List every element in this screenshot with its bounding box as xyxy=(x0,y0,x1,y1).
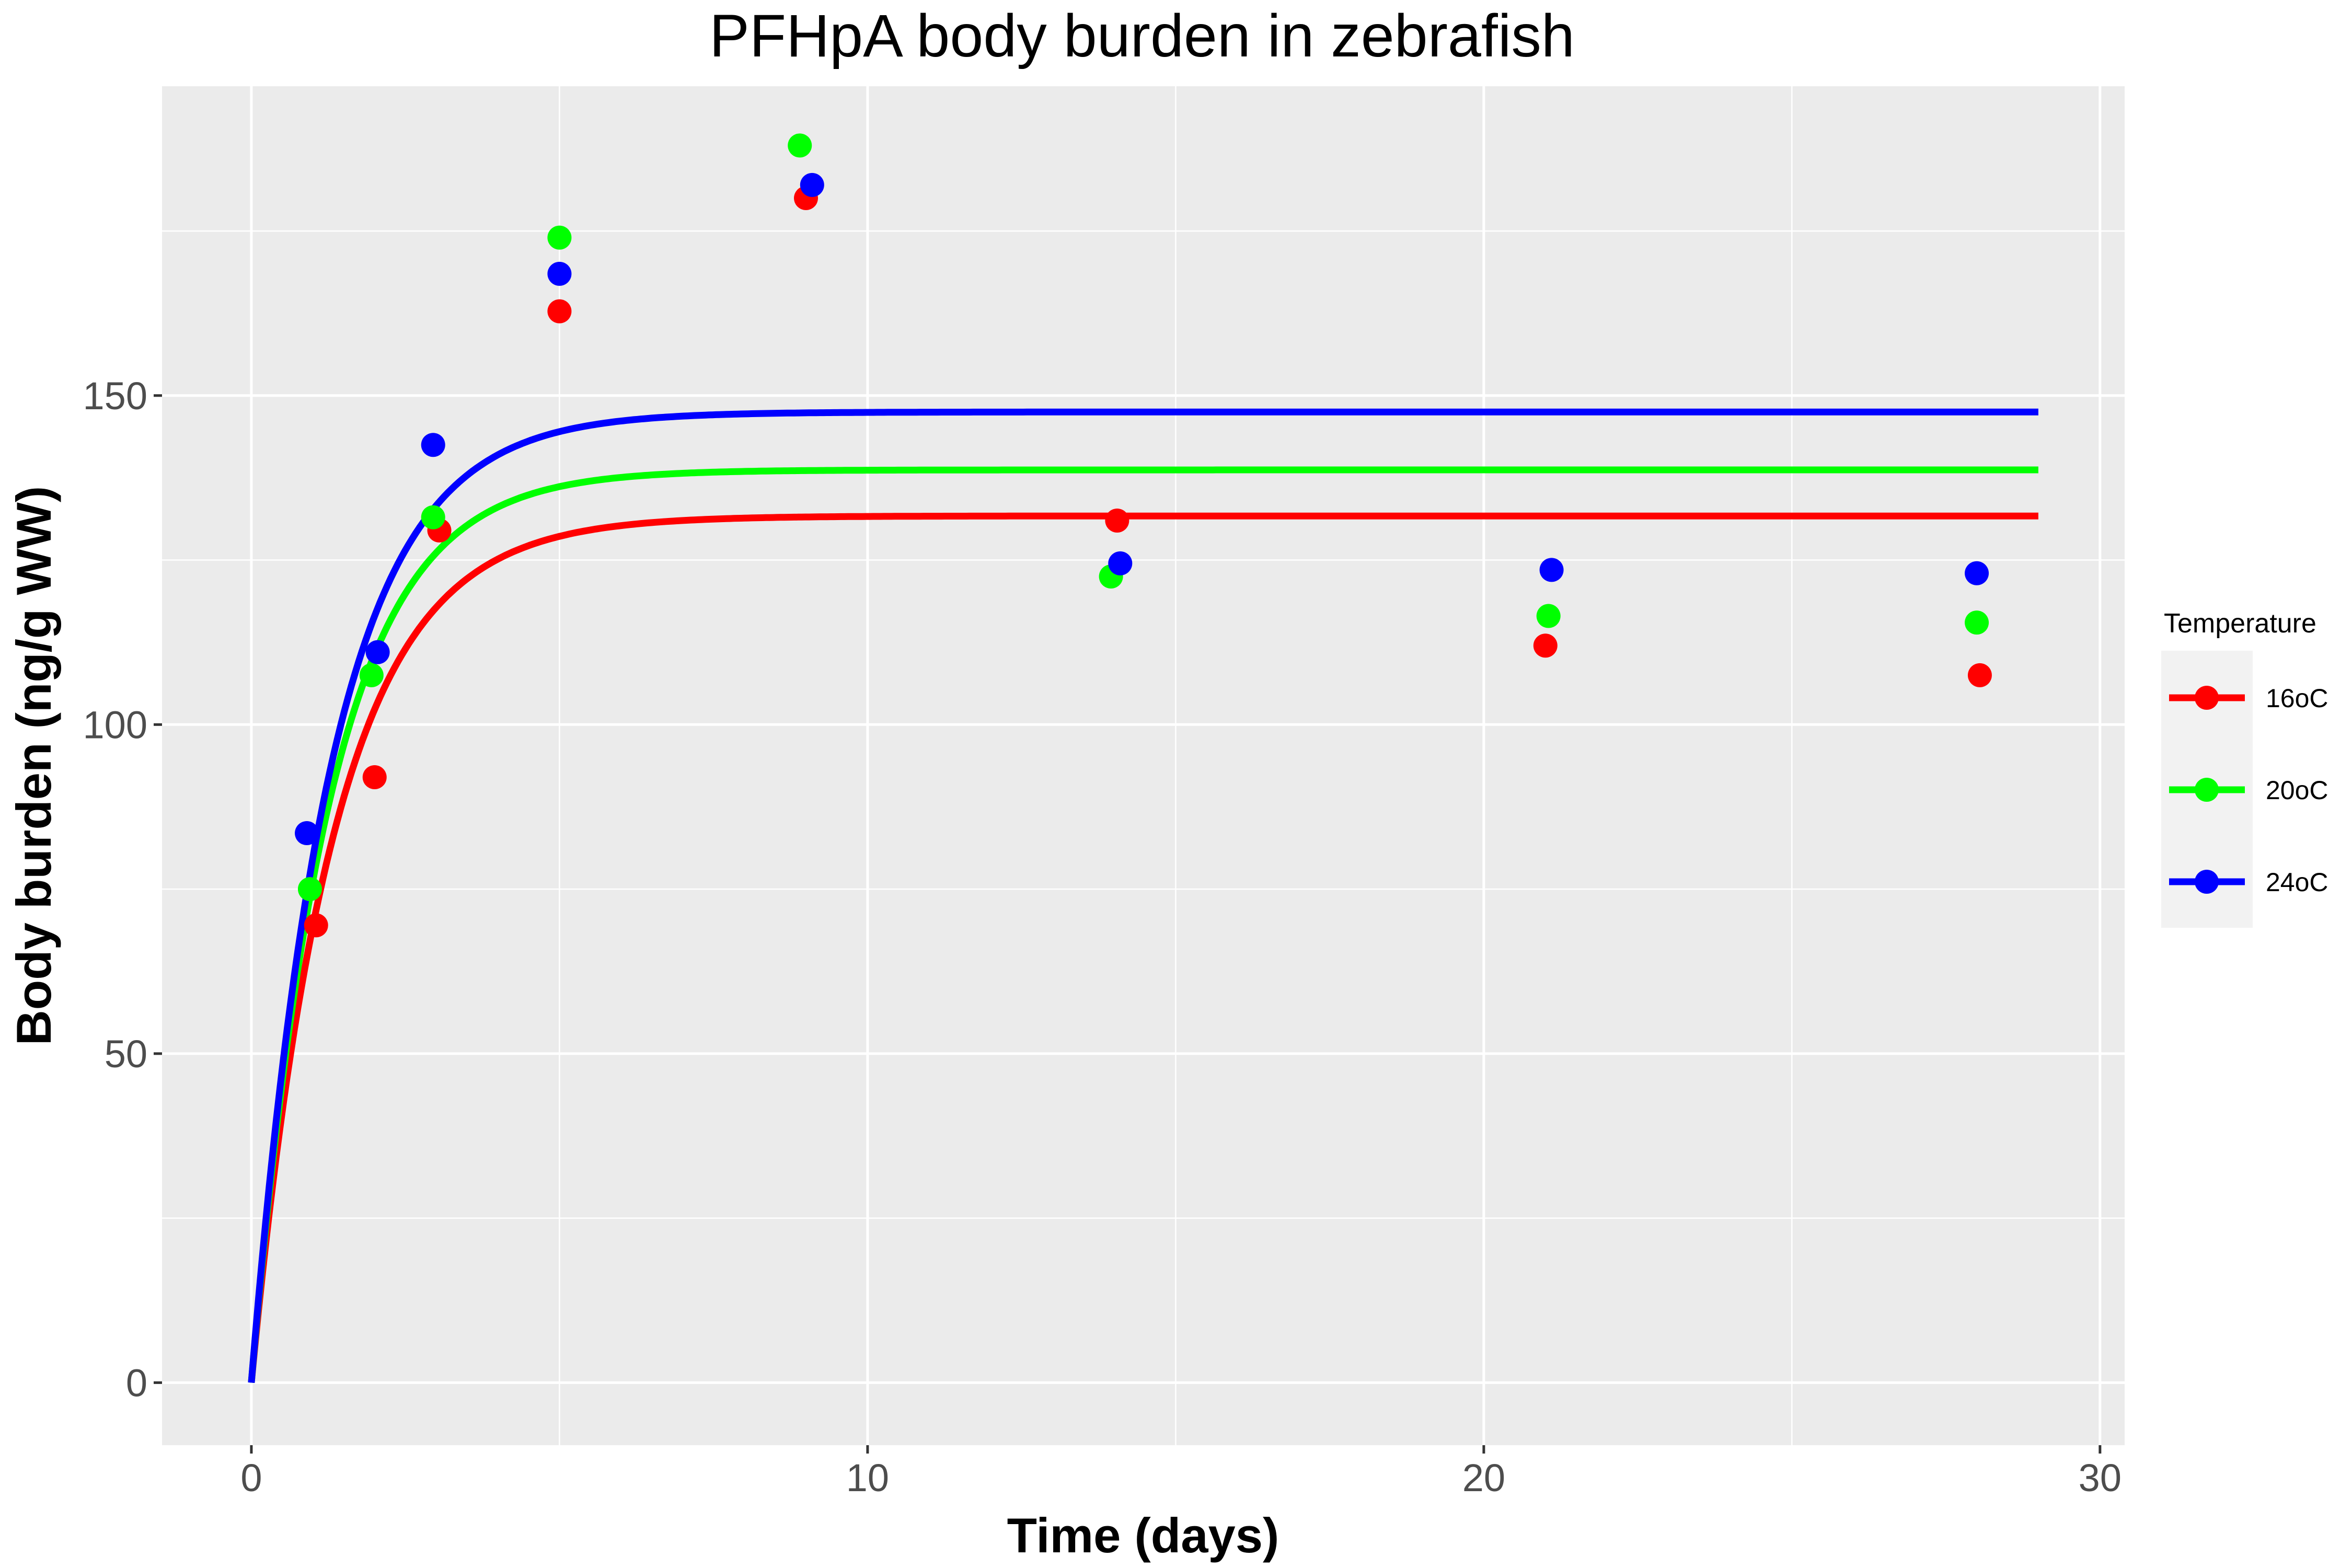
legend-label-20oC: 20oC xyxy=(2266,776,2328,805)
x-tick-label: 10 xyxy=(846,1456,889,1500)
fit-line-16oC xyxy=(248,512,2038,1383)
data-point-16oC xyxy=(1967,663,1992,687)
legend-key-point-16oC xyxy=(2195,686,2219,710)
x-axis: 0 10 20 30 xyxy=(240,1445,2122,1500)
grid-major xyxy=(162,86,2125,1445)
y-tick-label: 100 xyxy=(83,703,147,746)
data-point-24oC xyxy=(800,172,824,197)
x-axis-title: Time (days) xyxy=(1007,1508,1279,1563)
data-point-20oC xyxy=(547,225,572,250)
legend-key-point-20oC xyxy=(2195,778,2219,802)
y-axis: 0 50 100 150 xyxy=(83,374,162,1404)
data-point-16oC xyxy=(1533,633,1558,658)
data-point-16oC xyxy=(547,299,572,324)
legend-items: 16oC 20oC 24oC xyxy=(2169,684,2328,897)
y-axis-title: Body burden (ng/g WW) xyxy=(6,486,61,1045)
legend: Temperature 16oC 20oC 24oC xyxy=(2161,608,2328,928)
data-point-24oC xyxy=(1539,558,1564,582)
fit-lines xyxy=(248,408,2038,1383)
data-point-16oC xyxy=(304,913,328,938)
x-tick-label: 20 xyxy=(1462,1456,1505,1500)
data-point-24oC xyxy=(421,433,445,457)
data-point-16oC xyxy=(1105,508,1129,533)
x-tick-label: 0 xyxy=(240,1456,262,1500)
data-point-24oC xyxy=(365,640,390,664)
data-point-16oC xyxy=(362,765,387,790)
y-tick-label: 0 xyxy=(126,1361,147,1404)
legend-label-24oC: 24oC xyxy=(2266,868,2328,897)
data-point-20oC xyxy=(1536,604,1561,628)
data-point-20oC xyxy=(297,877,322,902)
data-point-20oC xyxy=(788,133,812,158)
fit-line-20oC xyxy=(248,466,2038,1383)
data-point-24oC xyxy=(1108,551,1133,575)
data-point-24oC xyxy=(1965,561,1989,585)
plot-panel xyxy=(162,86,2125,1445)
fit-line-24oC xyxy=(248,408,2038,1383)
data-points xyxy=(295,133,1992,938)
y-tick-label: 150 xyxy=(83,374,147,418)
data-point-24oC xyxy=(295,821,319,846)
data-point-20oC xyxy=(1965,610,1989,635)
data-point-20oC xyxy=(421,505,445,529)
data-point-20oC xyxy=(359,663,384,687)
y-tick-label: 50 xyxy=(105,1032,147,1076)
data-point-24oC xyxy=(547,261,572,286)
legend-key-point-24oC xyxy=(2195,870,2219,894)
legend-label-16oC: 16oC xyxy=(2266,684,2328,713)
legend-title: Temperature xyxy=(2164,608,2316,639)
x-tick-label: 30 xyxy=(2079,1456,2122,1500)
chart-title: PFHpA body burden in zebrafish xyxy=(709,3,1575,70)
